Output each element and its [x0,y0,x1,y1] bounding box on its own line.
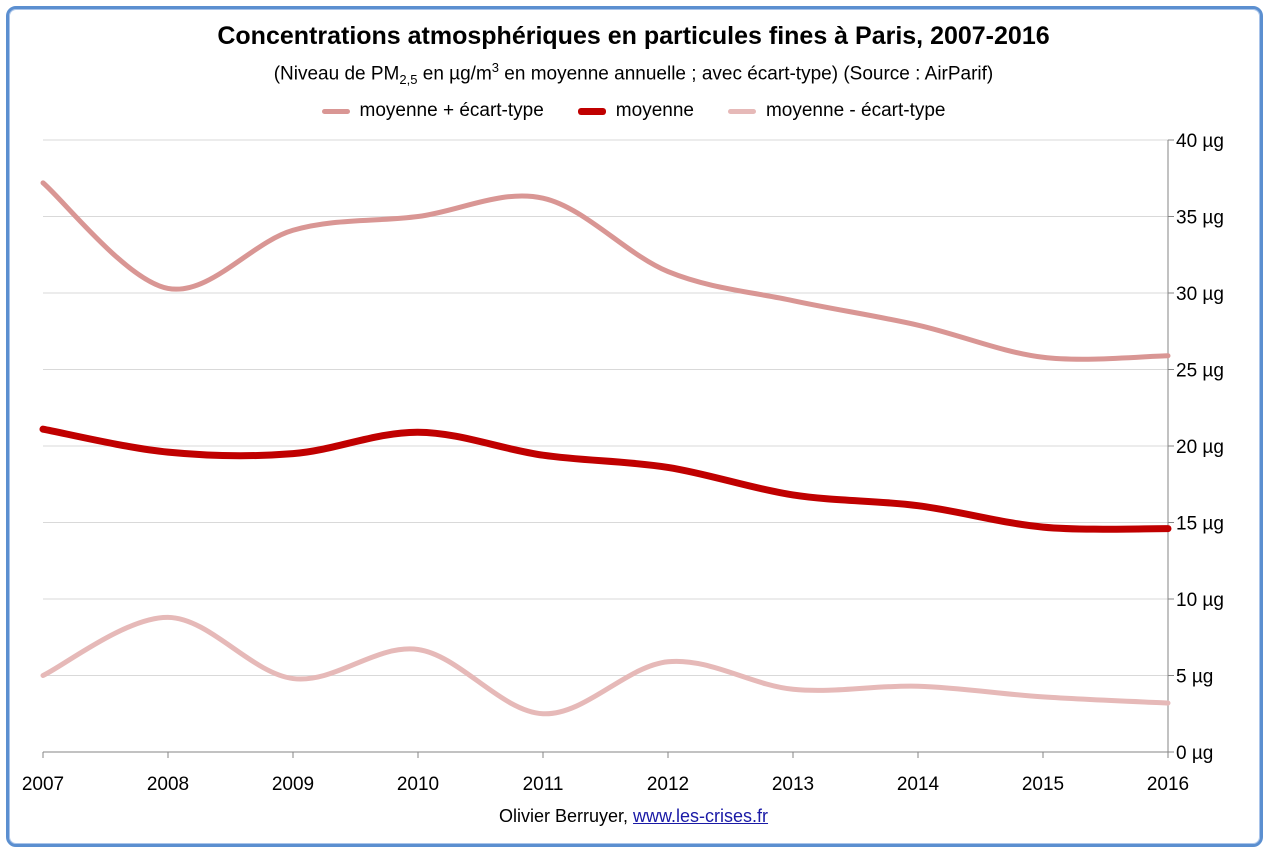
legend-swatch-plus [321,108,350,114]
legend-label-plus: moyenne + écart-type [359,100,544,121]
series-line-0 [40,180,1171,362]
legend-label-minus: moyenne - écart-type [765,100,946,121]
chart-title: Concentrations atmosphériques en particu… [217,22,1050,50]
x-tick-label: 2012 [647,774,689,795]
x-tick-label: 2016 [1147,774,1189,795]
series-lines [39,180,1172,717]
chart-frame [6,6,1263,847]
tick-labels: 0 µg 5 µg 10 µg 15 µg 20 µg 25 µg 30 µg 35 µg 40… [22,131,1224,795]
x-tick-label: 2015 [1022,774,1064,795]
series-line-2 [40,614,1171,717]
x-tick-label: 2014 [897,774,940,795]
chart-subtitle: (Niveau de PM2,5 en µg/m3 en moyenne ann… [0,60,1267,87]
y-tick-label: 10 µg [1176,590,1224,611]
legend-swatch-minus [727,108,756,114]
gridlines [43,139,1168,676]
legend-label-mean: moyenne [615,100,694,121]
credit-author: Olivier Berruyer, [498,806,628,826]
credit-link[interactable]: www.les-crises.fr [633,806,769,826]
credit: Olivier Berruyer, www.les-crises.fr [0,806,1267,827]
subtitle-subscript: 2,5 [399,72,418,88]
x-tick-label: 2009 [272,774,314,795]
legend-item-mean: moyenne [577,100,694,122]
y-tick-label: 0 µg [1176,743,1213,764]
y-tick-label: 30 µg [1176,284,1224,305]
y-tick-label: 5 µg [1176,667,1213,688]
legend-item-minus: moyenne - écart-type [727,100,946,122]
x-tick-label: 2008 [147,774,189,795]
y-tick-label: 15 µg [1176,514,1224,535]
y-tick-label: 25 µg [1176,361,1224,382]
x-tick-label: 2010 [397,774,439,795]
y-tick-label: 35 µg [1176,208,1224,229]
x-tick-label: 2007 [22,774,64,795]
legend-item-plus: moyenne + écart-type [321,100,544,122]
chart-legend: moyenne + écart-type moyenne moyenne - é… [0,100,1267,122]
x-tick-label: 2013 [772,774,814,795]
series-line-1 [39,425,1172,533]
axes [42,139,1174,758]
legend-swatch-mean [577,107,606,115]
subtitle-mid: en µg/m [417,63,492,85]
y-tick-label: 20 µg [1176,437,1224,458]
subtitle-suffix: en moyenne annuelle ; avec écart-type) (… [499,63,994,85]
subtitle-prefix: (Niveau de PM [273,63,400,85]
x-tick-label: 2011 [523,774,564,795]
subtitle-superscript: 3 [491,60,500,75]
y-tick-label: 40 µg [1176,131,1224,152]
